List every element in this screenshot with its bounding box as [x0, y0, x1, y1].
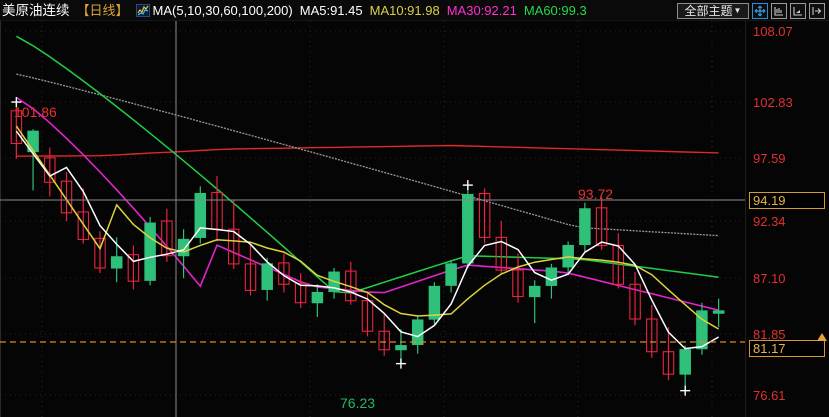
- price-axis[interactable]: 108.07 102.83 97.59 92.34 87.10 81.85 76.61 94…: [745, 21, 829, 417]
- swing-low-label: 76.23: [340, 395, 376, 411]
- chart-toolbar: 全部主题 ▼: [677, 2, 825, 19]
- high-marker-icon: [11, 97, 22, 108]
- candlestick-svg: [0, 21, 745, 417]
- swing-high-marker-icon: [462, 180, 473, 191]
- symbol-period: 【日线】: [76, 2, 129, 18]
- theme-select-dropdown[interactable]: 全部主题 ▼: [677, 2, 749, 19]
- ma10-value: MA10:91.98: [369, 2, 440, 18]
- chevron-down-icon: ▼: [733, 5, 742, 15]
- price-plot[interactable]: 101.86 93.72 76.23 73.58: [0, 21, 745, 417]
- price-tick: 108.07: [753, 24, 793, 39]
- crosshair-price-label: 94.19: [749, 192, 825, 209]
- high-marker-label: 101.86: [14, 104, 57, 120]
- last-price-marker-icon: [817, 333, 827, 341]
- chart-header-bar: 美原油连续 【日线】 MA(5,10,30,60,100,200) MA5:91…: [0, 0, 829, 21]
- axis-divider: [745, 21, 746, 417]
- price-tick: 87.10: [753, 271, 786, 286]
- fast-moving-average-lines: [15, 125, 719, 350]
- chart-expand-icon[interactable]: [809, 2, 825, 19]
- ma-formula-label: MA(5,10,30,60,100,200): [152, 2, 293, 18]
- swing-high-label: 93.72: [578, 186, 614, 202]
- chart-shift-icon[interactable]: [790, 2, 806, 19]
- ma60-value: MA60:99.3: [523, 2, 587, 18]
- swing-low-marker-icon: [395, 358, 406, 369]
- price-tick: 81.85: [753, 327, 786, 342]
- last-price-label: 81.17: [749, 340, 825, 357]
- low-marker-icon: [680, 385, 691, 396]
- price-tick: 92.34: [753, 214, 786, 229]
- price-tick: 102.83: [753, 95, 793, 110]
- ma5-value: MA5:91.45: [299, 2, 363, 18]
- chart-canvas-area[interactable]: 101.86 93.72 76.23 73.58 108.07 102.83 97.…: [0, 21, 829, 417]
- symbol-name: 美原油连续: [2, 2, 70, 18]
- grid-lines: [0, 21, 745, 417]
- crosshair-move-icon[interactable]: [752, 2, 768, 19]
- ma30-value: MA30:92.21: [446, 2, 517, 18]
- candlestick-series: [10, 102, 725, 391]
- price-tick: 97.59: [753, 151, 786, 166]
- chart-scale-icon[interactable]: [771, 2, 787, 19]
- ma-chart-icon[interactable]: [135, 3, 150, 17]
- price-tick: 76.61: [753, 388, 786, 403]
- theme-select-label: 全部主题: [684, 3, 733, 18]
